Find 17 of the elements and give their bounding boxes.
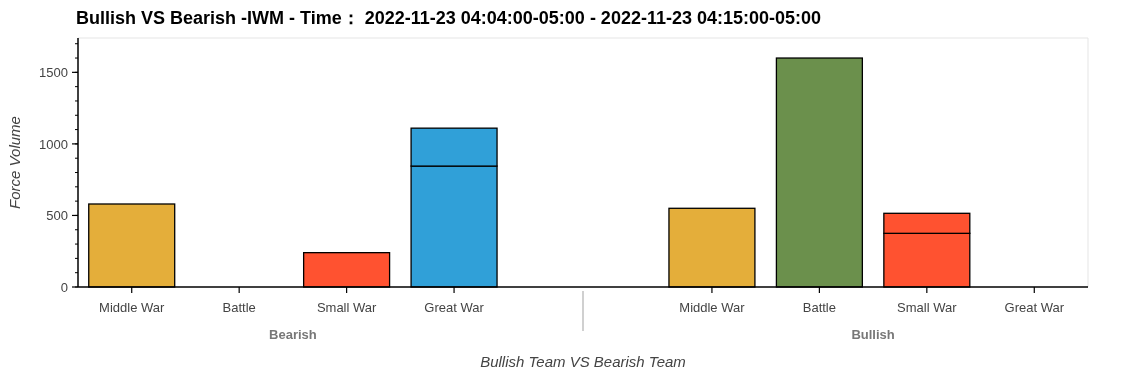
x-tick-label: Great War [1004,300,1065,315]
x-tick-label: Battle [802,300,837,315]
x-tick-label: Battle [222,300,256,315]
x-tick-label: Great War [424,300,485,315]
y-tick-label: 1000 [39,136,68,152]
x-tick-label: Small War [316,300,378,315]
y-tick-label: 0 [60,280,68,295]
y-tick-label: 1500 [39,65,68,81]
x-tick-label: Middle War [99,300,166,315]
x-axis-title: Bullish Team VS Bearish Team [480,353,686,370]
chart-title: Bullish VS Bearish -IWM - Time： 2022-11-23 04:04:00-05:00 - 2022-11-23 04:15:00-05:00 [76,8,822,28]
y-axis-title: Force Volume [6,116,23,209]
x-tick-label: Small War [897,300,958,315]
text: Bearish [269,327,317,342]
x-tick-label: Middle War [679,300,746,315]
y-tick-label: 500 [46,208,68,224]
text: Bullish [851,327,895,342]
